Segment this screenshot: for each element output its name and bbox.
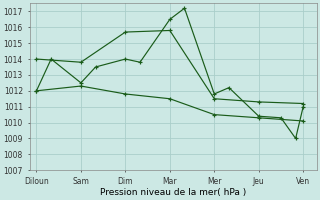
X-axis label: Pression niveau de la mer( hPa ): Pression niveau de la mer( hPa ) — [100, 188, 246, 197]
